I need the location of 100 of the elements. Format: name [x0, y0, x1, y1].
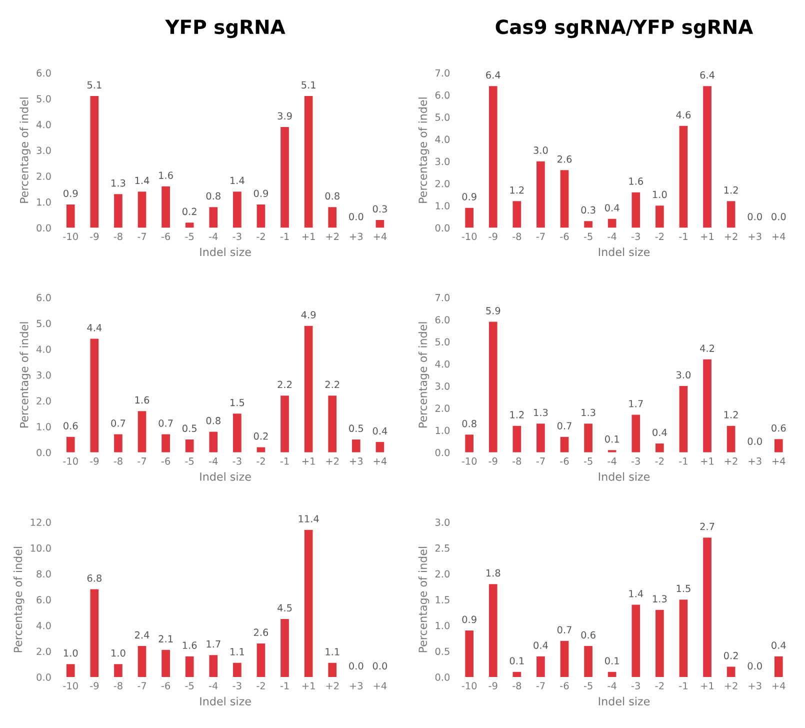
bar [679, 600, 688, 678]
x-tick-label: -1 [280, 458, 289, 465]
data-label: 0.7 [557, 422, 572, 430]
x-tick-label: -5 [584, 232, 592, 240]
bar [90, 338, 99, 452]
data-label: 5.1 [87, 81, 102, 89]
data-label: 1.8 [486, 569, 500, 577]
y-tick-label: 4.0 [36, 346, 51, 353]
x-tick-label: +4 [374, 458, 387, 465]
x-tick-label: +2 [724, 457, 738, 465]
bar [488, 86, 498, 228]
x-tick-label: -1 [280, 682, 289, 690]
bar [536, 656, 545, 678]
y-axis-title: Percentage of indel [20, 322, 30, 428]
bar [536, 424, 545, 452]
bar [726, 201, 736, 228]
bar [328, 207, 337, 228]
bar [304, 326, 313, 452]
data-label: 1.4 [629, 590, 644, 598]
x-tick-label: -6 [161, 232, 170, 240]
x-tick-label: -2 [256, 682, 265, 690]
bar [608, 672, 616, 678]
x-tick-label: -2 [256, 232, 265, 240]
bar [233, 414, 242, 452]
bar [90, 589, 99, 678]
bar [162, 186, 170, 228]
y-tick-label: 6.0 [36, 69, 51, 77]
bar [536, 161, 545, 228]
x-tick-label: -4 [608, 232, 616, 240]
x-tick-label: -4 [209, 682, 218, 690]
bar [774, 656, 783, 678]
x-tick-label: -9 [488, 682, 498, 690]
x-tick-label: +3 [350, 457, 363, 465]
x-tick-label: -6 [161, 682, 170, 690]
y-tick-label: 6.0 [435, 91, 450, 99]
y-tick-label: 5.0 [435, 114, 450, 121]
data-label: 0.5 [349, 424, 364, 432]
bar [280, 127, 289, 228]
x-tick-label: -6 [161, 457, 170, 465]
data-label: 1.4 [135, 176, 150, 184]
y-tick-label: 3.0 [435, 158, 450, 166]
data-label: 1.0 [653, 190, 667, 198]
x-tick-label: -5 [584, 458, 592, 465]
data-label: 0.6 [772, 424, 786, 432]
x-axis-title: Indel size [598, 696, 650, 706]
bar [114, 434, 122, 452]
x-tick-label: +3 [748, 682, 762, 690]
y-tick-label: 4.0 [435, 136, 450, 144]
x-tick-label: +2 [326, 457, 339, 465]
data-label: 1.4 [230, 176, 244, 184]
y-tick-label: 2.0 [435, 180, 450, 188]
data-label: 0.4 [372, 427, 388, 435]
x-tick-label: -7 [536, 232, 545, 240]
data-label: 1.2 [724, 186, 738, 194]
x-tick-label: -8 [512, 232, 522, 240]
data-label: 0.8 [325, 192, 340, 200]
x-axis-title: Indel size [200, 472, 251, 481]
bar [233, 662, 242, 678]
bar [280, 396, 289, 452]
y-tick-label: 2.5 [435, 544, 450, 552]
data-label: 6.4 [486, 71, 500, 79]
bar [138, 411, 146, 452]
y-tick-label: 2.0 [435, 404, 450, 412]
bar [352, 439, 360, 452]
x-tick-label: -10 [462, 232, 477, 240]
bar [488, 584, 498, 678]
x-tick-label: -2 [655, 232, 664, 240]
x-tick-label: -8 [114, 682, 122, 690]
x-tick-label: +3 [748, 232, 762, 240]
data-label: 2.6 [557, 155, 572, 163]
bar [66, 436, 75, 452]
y-tick-label: 1.0 [436, 202, 450, 210]
data-label: 0.8 [206, 416, 220, 424]
data-label: 1.7 [206, 640, 220, 648]
bar [703, 538, 712, 678]
x-tick-label: +3 [350, 232, 363, 240]
y-tick-label: 0.0 [435, 674, 450, 681]
y-tick-label: 8.0 [36, 570, 51, 578]
x-tick-label: -10 [462, 457, 477, 465]
y-tick-label: 2.0 [36, 397, 51, 405]
bar [256, 447, 266, 452]
bar [114, 194, 122, 228]
x-tick-label: +2 [724, 682, 738, 690]
x-tick-label: +2 [326, 682, 339, 690]
bar [512, 672, 522, 678]
data-label: 0.4 [605, 204, 620, 212]
x-tick-label: +1 [701, 682, 714, 690]
data-label: 0.2 [182, 208, 196, 216]
y-tick-label: 2.0 [36, 648, 51, 656]
data-label: 1.1 [230, 648, 244, 656]
data-label: 0.7 [557, 626, 572, 634]
bar [162, 434, 170, 452]
data-label: 1.6 [629, 178, 643, 185]
x-tick-label: -9 [90, 457, 99, 465]
bar [465, 208, 474, 228]
y-tick-label: 2.0 [435, 570, 450, 578]
x-tick-label: -3 [632, 232, 640, 240]
x-tick-label: -4 [209, 458, 218, 465]
y-tick-label: 1.0 [37, 423, 51, 430]
x-tick-label: -1 [679, 458, 688, 465]
